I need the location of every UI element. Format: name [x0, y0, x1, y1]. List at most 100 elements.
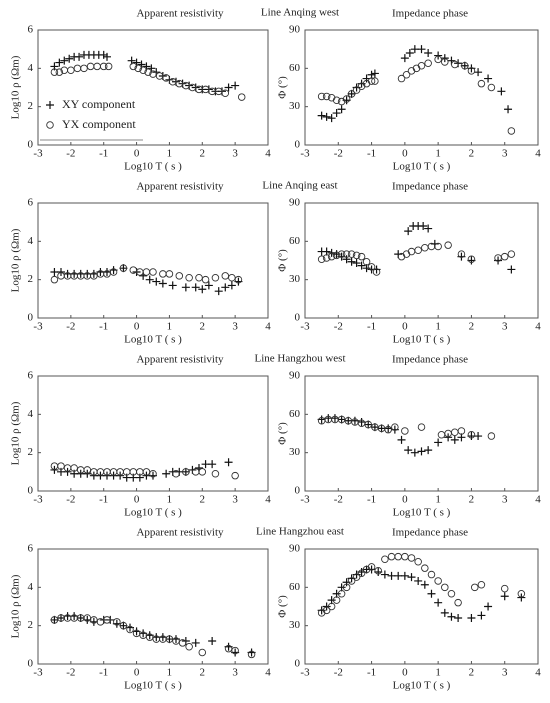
plus-marker [484, 602, 493, 611]
circle-marker [397, 74, 406, 83]
y-axis-label: Log10 ρ (Ωm) [10, 574, 22, 638]
circle-marker [50, 275, 59, 284]
plus-marker [474, 432, 483, 441]
circle-marker [507, 127, 516, 135]
plus-marker [208, 460, 217, 469]
plus-marker [227, 281, 236, 290]
circle-marker [234, 275, 243, 284]
plus-marker [65, 54, 74, 63]
x-tick-label: 4 [535, 148, 541, 160]
circle-marker [99, 62, 108, 71]
circle-marker [451, 60, 459, 69]
plot-frame [304, 548, 539, 665]
circle-marker [371, 77, 379, 85]
plus-marker [152, 277, 161, 286]
circle-marker [372, 268, 381, 276]
x-tick-label: -2 [66, 667, 75, 679]
x-tick-label: -3 [300, 321, 310, 333]
y-tick-label: 6 [28, 197, 34, 209]
x-tick-label: -1 [367, 667, 376, 679]
circle-marker [139, 66, 147, 74]
plus-marker [119, 621, 128, 630]
circle-marker [172, 470, 180, 478]
panel: Impedance phase -3 -2 -1 0 1 2 3 4 0 30 60 90 Log10 T… [277, 181, 542, 346]
x-tick-label: 2 [200, 667, 206, 679]
x-tick-label: 1 [167, 321, 173, 333]
circle-marker [424, 59, 432, 67]
y-tick-label: 30 [289, 273, 301, 285]
group-title: Line Hangzhou east [256, 526, 344, 538]
circle-marker [507, 250, 516, 258]
circle-marker [224, 644, 233, 653]
circle-marker [126, 625, 134, 634]
x-tick-label: 0 [402, 494, 408, 506]
circle-marker [93, 62, 101, 71]
plus-marker [158, 279, 167, 288]
circle-marker [109, 268, 118, 276]
circle-marker [159, 270, 167, 278]
plus-marker [434, 598, 443, 607]
plus-marker [357, 261, 366, 270]
plus-marker [454, 614, 463, 622]
plus-marker [231, 81, 240, 90]
circle-marker [175, 272, 184, 280]
circle-marker [322, 606, 331, 615]
plus-marker [427, 589, 436, 598]
legend-label: YX component [62, 117, 136, 131]
x-tick-label: -2 [334, 148, 343, 160]
circle-marker [201, 85, 210, 94]
circle-marker [119, 621, 128, 630]
plus-marker [327, 114, 336, 123]
x-tick-label: 4 [535, 667, 541, 679]
y-tick-label: 2 [28, 619, 34, 631]
circle-marker [441, 583, 449, 592]
x-tick-label: -3 [33, 667, 43, 679]
plus-marker [119, 264, 128, 273]
circle-marker [500, 584, 509, 593]
circle-marker [175, 79, 184, 88]
y-tick-label: 0 [28, 658, 34, 670]
panel-title: Impedance phase [392, 8, 468, 20]
circle-marker [83, 614, 92, 622]
circle-marker [172, 637, 180, 645]
plot-frame [37, 548, 269, 665]
circle-marker [487, 432, 496, 440]
plus-marker [424, 224, 433, 233]
circle-marker [168, 77, 177, 86]
circle-marker [103, 616, 111, 624]
circle-marker [457, 427, 466, 435]
circle-marker [327, 252, 336, 261]
plus-marker [397, 435, 406, 444]
x-tick-label: 4 [265, 667, 271, 679]
group-title: Line Hangzhou west [254, 353, 345, 365]
y-tick-label: 6 [28, 543, 34, 555]
circle-marker [352, 86, 361, 94]
panel: Apparent resistivity Line Anqing west -3 -2… [10, 7, 340, 173]
y-tick-label: 30 [289, 619, 301, 631]
circle-marker [129, 62, 138, 71]
x-tick-label: -3 [33, 321, 43, 333]
plus-marker [103, 52, 111, 61]
circle-marker [322, 92, 331, 101]
circle-marker [427, 570, 436, 579]
x-tick-label: -2 [334, 494, 343, 506]
circle-marker [421, 243, 429, 252]
plus-marker [342, 578, 351, 587]
circle-marker [437, 431, 446, 439]
plus-marker [494, 256, 503, 265]
circle-marker [247, 650, 256, 659]
x-axis-label: Log10 T ( s ) [124, 161, 182, 173]
plus-marker [57, 614, 65, 622]
plus-marker [380, 570, 389, 579]
circle-marker [367, 563, 376, 571]
circle-marker [132, 629, 141, 638]
plus-marker [145, 275, 154, 284]
circle-marker [417, 62, 426, 70]
circle-marker [441, 58, 449, 66]
circle-marker [401, 552, 409, 561]
circle-marker [347, 90, 356, 98]
circle-marker [447, 589, 456, 598]
y-tick-label: 60 [289, 408, 301, 420]
x-tick-label: -2 [66, 321, 75, 333]
y-tick-label: 30 [289, 100, 301, 112]
